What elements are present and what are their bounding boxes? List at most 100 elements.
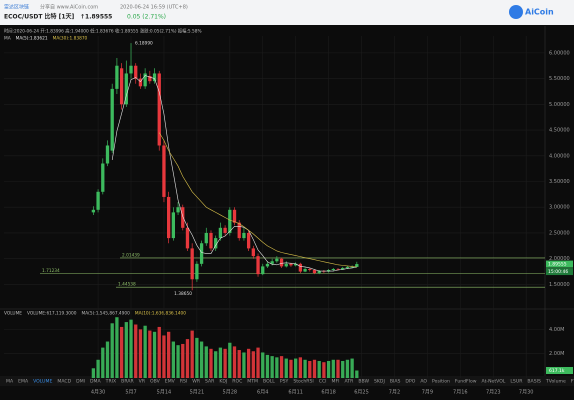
ma-legend: MA(5):1.83621 [16, 36, 48, 42]
indicator-tab[interactable]: RSI [180, 379, 187, 385]
indicator-tab[interactable]: MTM [247, 379, 258, 385]
candle-body [110, 88, 114, 151]
indicator-tab[interactable]: AO [420, 379, 427, 385]
price-line-label: 1.71234 [42, 268, 60, 274]
y-tick-label: 4.00000 [549, 153, 570, 159]
indicator-tab[interactable]: StochRSI [293, 379, 313, 385]
volume-bar [218, 347, 223, 378]
volume-bar [237, 350, 241, 378]
candle-body [303, 268, 307, 272]
indicator-tab[interactable]: Position [432, 379, 450, 385]
indicator-tab[interactable]: CCI [319, 379, 327, 385]
indicator-tab[interactable]: BASIS [527, 379, 541, 385]
volume-bar [317, 360, 321, 378]
x-tick-label: 4月30 [91, 390, 106, 396]
indicator-tab[interactable]: FTBS [571, 379, 574, 385]
candle-body [223, 227, 227, 233]
indicator-tab[interactable]: BBW [358, 379, 369, 385]
candle-body [331, 268, 335, 271]
indicator-tab[interactable]: PSY [280, 379, 289, 385]
volume-bar [312, 359, 317, 378]
indicator-tab[interactable]: BRAR [121, 379, 134, 385]
annotation: 6.18990 [135, 41, 153, 47]
candle-body [341, 267, 345, 270]
price: ↑1.89555 [80, 14, 112, 21]
indicator-tab[interactable]: TVolume [545, 379, 566, 385]
indicator-tab[interactable]: DMI [76, 379, 85, 385]
price-line-label: 2.01439 [122, 252, 140, 258]
volume-bar [138, 329, 143, 378]
candle-body [265, 263, 270, 267]
vol-last: 617.1k [549, 368, 565, 374]
indicator-tab[interactable]: At-NetVOL [482, 379, 506, 385]
indicator-tab[interactable]: SKDJ [374, 379, 385, 385]
indicator-tab[interactable]: MA [6, 379, 14, 385]
tab-bar [0, 376, 574, 386]
countdown-box [546, 268, 573, 276]
candle-body [143, 73, 147, 87]
indicator-tab[interactable]: TRIX [105, 379, 117, 385]
logo: AiCoin [525, 8, 554, 17]
ma5-line [111, 75, 357, 272]
candle-body [176, 207, 180, 213]
indicator-tab[interactable]: BOLL [263, 379, 275, 385]
volume-bar [152, 331, 157, 378]
x-tick-label: 7月2 [389, 390, 400, 396]
indicator-tab[interactable]: MACD [57, 379, 71, 385]
vol-last-box [546, 366, 573, 374]
candle-body [294, 263, 298, 266]
header-bar [0, 0, 574, 25]
x-tick-label: 6月11 [288, 390, 303, 396]
y-tick-label: 1.50000 [549, 282, 570, 288]
indicator-tab[interactable]: SAR [205, 379, 215, 385]
candle-body [251, 248, 255, 257]
indicator-tab[interactable]: MFI [332, 379, 340, 385]
volume-bar [181, 343, 185, 378]
info: 时间:2020-06-24 开:1.83996 高:1.94000 低:1.83… [4, 28, 202, 35]
indicator-tab[interactable]: KDJ [219, 379, 227, 385]
pair: ECOC/USDT 比特 [1天] [4, 13, 75, 21]
volume-bar [143, 325, 147, 378]
candle-body [199, 243, 204, 264]
volume-bar [298, 357, 303, 378]
ma-legend: MA [4, 36, 11, 42]
indicator-tab[interactable]: EMA [18, 379, 29, 385]
volume-bar [242, 352, 246, 378]
volume-bar [91, 368, 96, 378]
volume-legend: VOLUME:617,119.3000 [27, 311, 77, 317]
candle-body [298, 263, 303, 272]
indicator-tab[interactable]: EMV [165, 379, 176, 385]
volume-bar [341, 360, 345, 378]
indicator-tab[interactable]: ROC [232, 379, 242, 385]
x-tick-label: 7月23 [486, 390, 501, 396]
candle-body [289, 263, 293, 266]
indicator-tab[interactable]: LSUR [510, 379, 523, 385]
candle-body [105, 145, 110, 164]
indicator-tab[interactable]: BIAS [390, 379, 401, 385]
indicator-tab[interactable]: DMA [90, 379, 102, 385]
indicator-tab[interactable]: OBV [150, 379, 161, 385]
volume-bar [265, 354, 270, 378]
candle-body [148, 76, 152, 82]
indicator-tab[interactable]: FundFlow [455, 379, 477, 385]
candle-body [232, 209, 237, 223]
indicator-tab[interactable]: VR [139, 379, 146, 385]
volume-bar [256, 347, 260, 378]
volume-bar [190, 330, 194, 378]
volume-bar [105, 341, 110, 378]
candle-body [195, 263, 199, 280]
candle-body [261, 266, 265, 275]
indicator-tab[interactable]: WR [192, 379, 201, 385]
x-tick-label: 5月28 [223, 390, 238, 396]
indicator-tab[interactable]: VOLUME [33, 379, 52, 385]
volume-bar [261, 352, 265, 378]
indicator-tab[interactable]: DPO [405, 379, 415, 385]
indicator-tab[interactable]: ATR [345, 379, 355, 385]
countdown: 15:00:46 [548, 269, 568, 275]
candle-body [308, 268, 312, 271]
candle-body [284, 263, 288, 267]
candle-body [134, 65, 138, 79]
y-tick-label: 5.00000 [549, 102, 570, 108]
